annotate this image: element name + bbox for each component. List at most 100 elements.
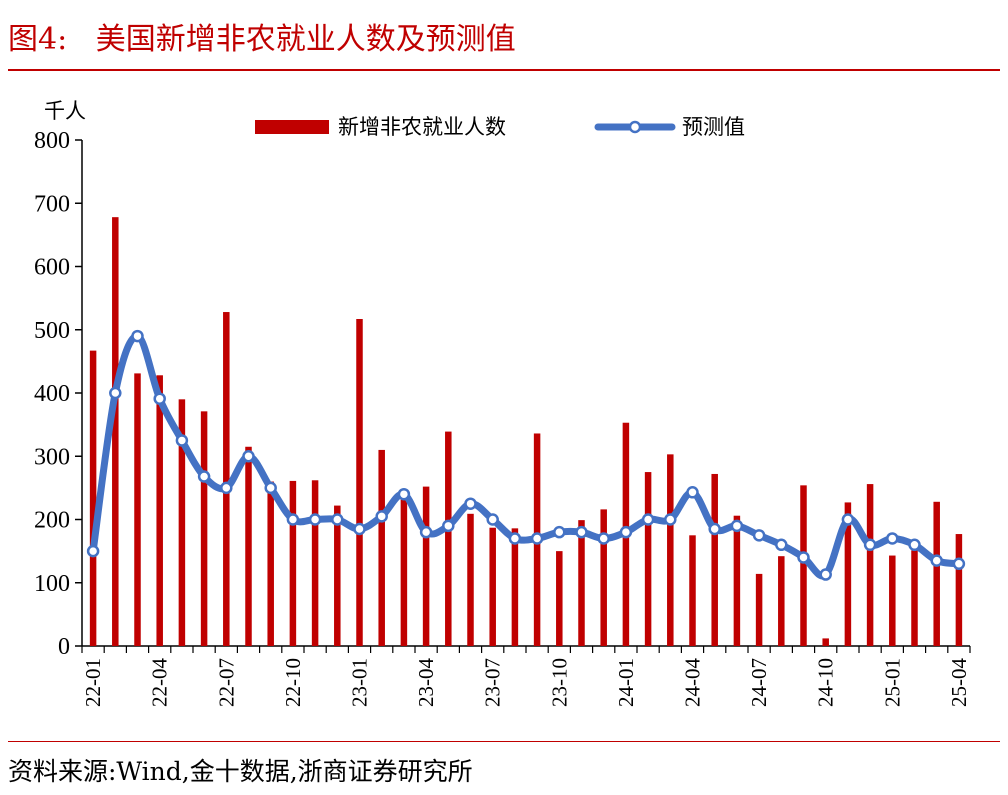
forecast-point-23-04 <box>419 525 433 539</box>
bar-25-03 <box>933 501 940 646</box>
x-tick-label: 23-01 <box>348 658 372 707</box>
forecast-point-22-12 <box>331 513 344 526</box>
bar-23-01 <box>356 318 363 646</box>
figure-title: 图4: 美国新增非农就业人数及预测值 <box>8 22 516 57</box>
y-axis: 0 100 200 300 400 500 600 700 800 <box>34 128 83 660</box>
x-tick-label: 22-04 <box>148 658 172 707</box>
bar-24-05 <box>711 473 718 646</box>
forecast-point-25-04 <box>952 557 966 571</box>
bar-23-07 <box>489 527 496 646</box>
x-tick-label: 22-07 <box>214 658 238 707</box>
bar-23-08 <box>511 528 519 646</box>
forecast-point-23-11 <box>575 525 588 539</box>
bar-23-02 <box>378 449 385 646</box>
forecast-point-22-06 <box>197 470 211 483</box>
bar-22-10 <box>289 480 297 646</box>
bar-22-02 <box>112 217 119 647</box>
bar-23-03 <box>400 496 408 646</box>
forecast-point-22-02 <box>109 386 122 400</box>
bar-22-01 <box>89 350 97 646</box>
y-unit-label: 千人 <box>44 99 86 123</box>
bar-24-10 <box>822 638 829 646</box>
y-tick-label: 400 <box>34 381 70 407</box>
forecast-point-24-05 <box>708 522 721 536</box>
bar-24-11 <box>844 502 852 646</box>
bar-23-05 <box>445 431 452 646</box>
y-tick-label: 700 <box>34 191 70 217</box>
x-tick-label: 25-04 <box>947 658 971 707</box>
bar-24-02 <box>644 472 652 646</box>
bar-22-03 <box>134 373 141 646</box>
bar-24-04 <box>689 535 696 646</box>
bar-22-11 <box>311 480 319 646</box>
bar-22-05 <box>178 399 186 646</box>
y-tick-label: 200 <box>34 508 70 534</box>
forecast-point-22-03 <box>131 329 144 343</box>
x-tick-label: 24-04 <box>681 658 705 707</box>
forecast-point-24-07 <box>752 529 766 542</box>
x-tick-label: 24-01 <box>614 658 638 707</box>
forecast-point-24-10 <box>819 568 832 581</box>
bar-24-07 <box>755 573 763 646</box>
legend: 新增非农就业人数 预测值 <box>255 115 745 139</box>
x-tick-label: 22-01 <box>81 658 105 707</box>
legend-bar-swatch <box>255 120 329 134</box>
legend-bar-label: 新增非农就业人数 <box>338 115 506 139</box>
forecast-point-22-04 <box>153 392 166 405</box>
forecast-point-24-02 <box>641 513 655 526</box>
bar-25-04 <box>955 534 963 646</box>
forecast-point-22-10 <box>286 513 300 526</box>
bar-23-12 <box>600 509 607 646</box>
bar-24-03 <box>667 454 674 646</box>
forecast-point-23-09 <box>530 532 544 545</box>
forecast-line <box>89 332 963 580</box>
forecast-point-23-05 <box>442 519 455 533</box>
forecast-point-22-08 <box>242 450 255 463</box>
forecast-point-24-08 <box>775 538 788 552</box>
bar-24-09 <box>800 485 807 646</box>
forecast-point-23-08 <box>508 532 522 545</box>
forecast-point-22-11 <box>308 513 322 526</box>
bar-22-06 <box>200 411 208 646</box>
bar-23-11 <box>578 520 585 646</box>
forecast-point-23-03 <box>397 487 411 501</box>
forecast-point-24-04 <box>686 486 699 499</box>
bar-22-12 <box>334 505 341 646</box>
x-tick-label: 24-07 <box>747 658 771 707</box>
y-tick-label: 500 <box>34 318 70 344</box>
x-tick-label: 23-10 <box>547 658 571 707</box>
forecast-point-22-07 <box>220 481 233 495</box>
forecast-point-23-10 <box>553 525 566 539</box>
title-divider <box>8 69 1000 71</box>
y-tick-label: 300 <box>34 444 70 470</box>
forecast-point-24-11 <box>841 513 855 526</box>
forecast-point-25-02 <box>908 538 921 552</box>
bar-25-01 <box>889 555 896 646</box>
x-axis: 22-01 22-04 22-07 22-10 23-01 23-04 23-07 23-10… <box>81 645 971 707</box>
forecast-point-23-01 <box>353 522 366 536</box>
y-tick-label: 100 <box>34 571 70 597</box>
forecast-point-24-03 <box>664 513 677 526</box>
forecast-point-22-05 <box>175 434 189 447</box>
x-tick-label: 25-01 <box>880 658 904 707</box>
forecast-point-25-03 <box>930 554 943 567</box>
forecast-point-23-02 <box>375 510 388 523</box>
line-series <box>86 329 966 581</box>
x-tick-label: 24-10 <box>814 658 838 707</box>
forecast-point-23-07 <box>486 513 499 526</box>
source-note: 资料来源:Wind,金十数据,浙商证券研究所 <box>8 757 473 786</box>
y-tick-label: 800 <box>34 128 70 154</box>
forecast-point-24-12 <box>863 538 877 552</box>
bar-23-06 <box>467 513 474 646</box>
bar-22-09 <box>267 481 274 646</box>
forecast-point-24-06 <box>730 519 744 533</box>
bar-series <box>89 217 963 647</box>
bar-23-10 <box>556 551 563 646</box>
bar-23-04 <box>422 486 430 646</box>
bar-24-06 <box>733 515 741 646</box>
legend-line-label: 预测值 <box>682 115 745 139</box>
y-tick-label: 0 <box>58 634 70 660</box>
x-tick-label: 23-04 <box>414 658 438 707</box>
forecast-point-23-12 <box>597 532 610 545</box>
